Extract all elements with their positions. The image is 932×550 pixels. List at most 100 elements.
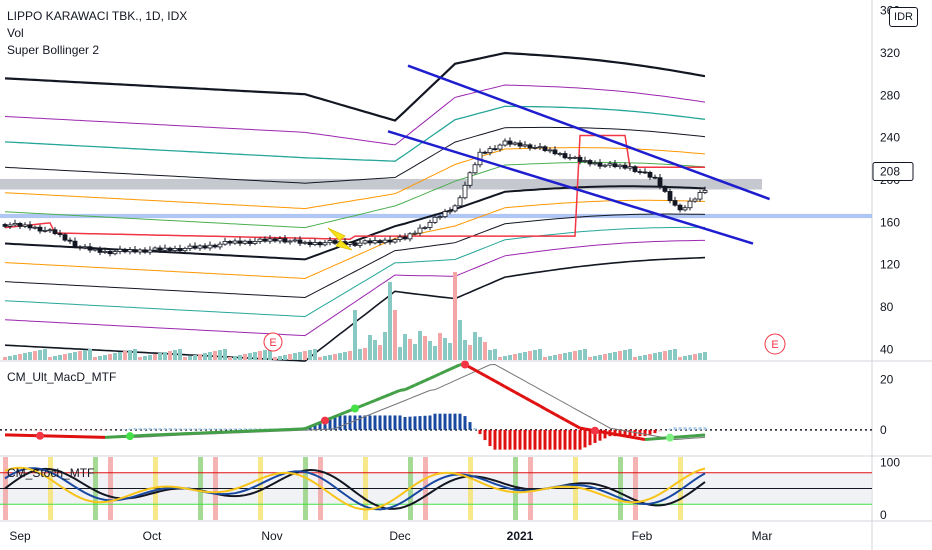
- volume-bar: [23, 353, 27, 360]
- earnings-marker-2[interactable]: E: [764, 333, 786, 355]
- volume-bar: [313, 349, 317, 360]
- candle-body: [307, 241, 313, 245]
- volume-bar: [498, 357, 502, 360]
- macd-histogram-bar: [343, 415, 347, 430]
- volume-bar: [608, 353, 612, 360]
- candle-body: [437, 216, 443, 219]
- macd-line-segment: [419, 379, 426, 385]
- volume-bar: [553, 355, 557, 360]
- candle-body: [322, 242, 328, 246]
- candle-body: [137, 249, 143, 253]
- macd-line-segment: [469, 365, 476, 372]
- macd-histogram-bar: [443, 413, 447, 430]
- candle-body: [602, 164, 608, 167]
- macd-histogram-bar: [258, 428, 262, 430]
- volume-bar: [538, 349, 542, 360]
- macd-line-segment: [634, 436, 641, 441]
- volume-bar: [583, 349, 587, 360]
- candle-body: [152, 247, 158, 251]
- last-price-badge: [872, 162, 914, 182]
- macd-histogram-bar: [143, 428, 147, 430]
- candle-body: [57, 233, 63, 236]
- earnings-marker-1[interactable]: E: [263, 332, 283, 352]
- candle-body: [502, 140, 508, 146]
- macd-line-segment: [524, 396, 531, 402]
- volume-bar: [163, 352, 167, 360]
- volume-bar: [558, 354, 562, 360]
- macd-line-segment: [614, 432, 621, 437]
- candle-body: [407, 233, 413, 240]
- macd-histogram-bar: [198, 428, 202, 430]
- volume-bar: [358, 349, 362, 360]
- macd-histogram-bar: [363, 415, 367, 430]
- candle-body: [567, 157, 573, 159]
- volume-bar: [398, 347, 402, 360]
- volume-bar: [428, 341, 432, 360]
- stoch-line-1: [4, 467, 706, 511]
- volume-bar: [153, 354, 157, 360]
- candle-body: [372, 240, 378, 244]
- volume-bar: [193, 355, 197, 360]
- macd-histogram-bar: [398, 415, 402, 430]
- currency-button[interactable]: IDR: [889, 7, 918, 27]
- candle-body: [107, 250, 113, 255]
- candle-body: [382, 239, 388, 244]
- volume-bar: [133, 349, 137, 360]
- macd-histogram-bar: [578, 429, 582, 450]
- volume-bar: [638, 356, 642, 360]
- macd-line-segment: [619, 433, 626, 438]
- candle-body: [592, 162, 598, 165]
- volume-bar: [28, 352, 32, 360]
- volume-bar: [338, 353, 342, 360]
- volume-bar: [448, 343, 452, 360]
- candle-body: [672, 200, 678, 206]
- candle-body: [282, 238, 288, 243]
- volume-bar: [73, 352, 77, 360]
- volume-bar: [228, 357, 232, 360]
- candle-body: [657, 177, 663, 188]
- candle-body: [367, 240, 373, 244]
- volume-bar: [168, 351, 172, 360]
- volume-bar: [693, 354, 697, 360]
- candle-body: [192, 245, 198, 249]
- candle-body: [467, 172, 473, 186]
- macd-histogram-bar: [103, 429, 107, 431]
- macd-histogram-bar: [453, 413, 457, 430]
- macd-histogram-bar: [643, 429, 647, 437]
- macd-line-segment: [489, 377, 496, 383]
- macd-line-segment: [574, 424, 581, 430]
- volume-bar: [33, 351, 37, 360]
- candle-body: [32, 226, 38, 229]
- macd-histogram-bar: [543, 429, 547, 450]
- candle-body: [612, 163, 618, 168]
- volume-bar: [433, 346, 437, 360]
- macd-histogram-bar: [623, 429, 627, 437]
- candle-body: [562, 153, 568, 159]
- macd-line-segment: [624, 434, 631, 439]
- macd-histogram-bar: [528, 429, 532, 450]
- macd-line-segment: [529, 399, 536, 405]
- volume-bar: [218, 350, 222, 360]
- macd-line-segment: [379, 395, 386, 400]
- macd-histogram-bar: [388, 415, 392, 430]
- stoch-pane: 0 100: [0, 455, 900, 522]
- macd-histogram-bar: [618, 429, 622, 437]
- volume-bar: [488, 350, 492, 360]
- macd-cross-dot: [126, 432, 134, 441]
- volume-bar: [263, 350, 267, 360]
- macd-histogram-bar: [693, 427, 697, 430]
- candle-body: [267, 238, 273, 242]
- macd-histogram-bar: [588, 429, 592, 446]
- macd-histogram-bar: [243, 428, 247, 430]
- volume-bar: [203, 353, 207, 360]
- macd-histogram-bar: [183, 428, 187, 430]
- macd-line-segment: [454, 363, 461, 369]
- volume-bar: [88, 349, 92, 360]
- candle-body: [27, 224, 33, 229]
- volume-bar: [233, 356, 237, 360]
- time-tick-label: Nov: [261, 529, 282, 543]
- volume-bars: [3, 272, 707, 360]
- macd-cross-dot: [351, 404, 359, 413]
- macd-histogram-bar: [433, 413, 437, 430]
